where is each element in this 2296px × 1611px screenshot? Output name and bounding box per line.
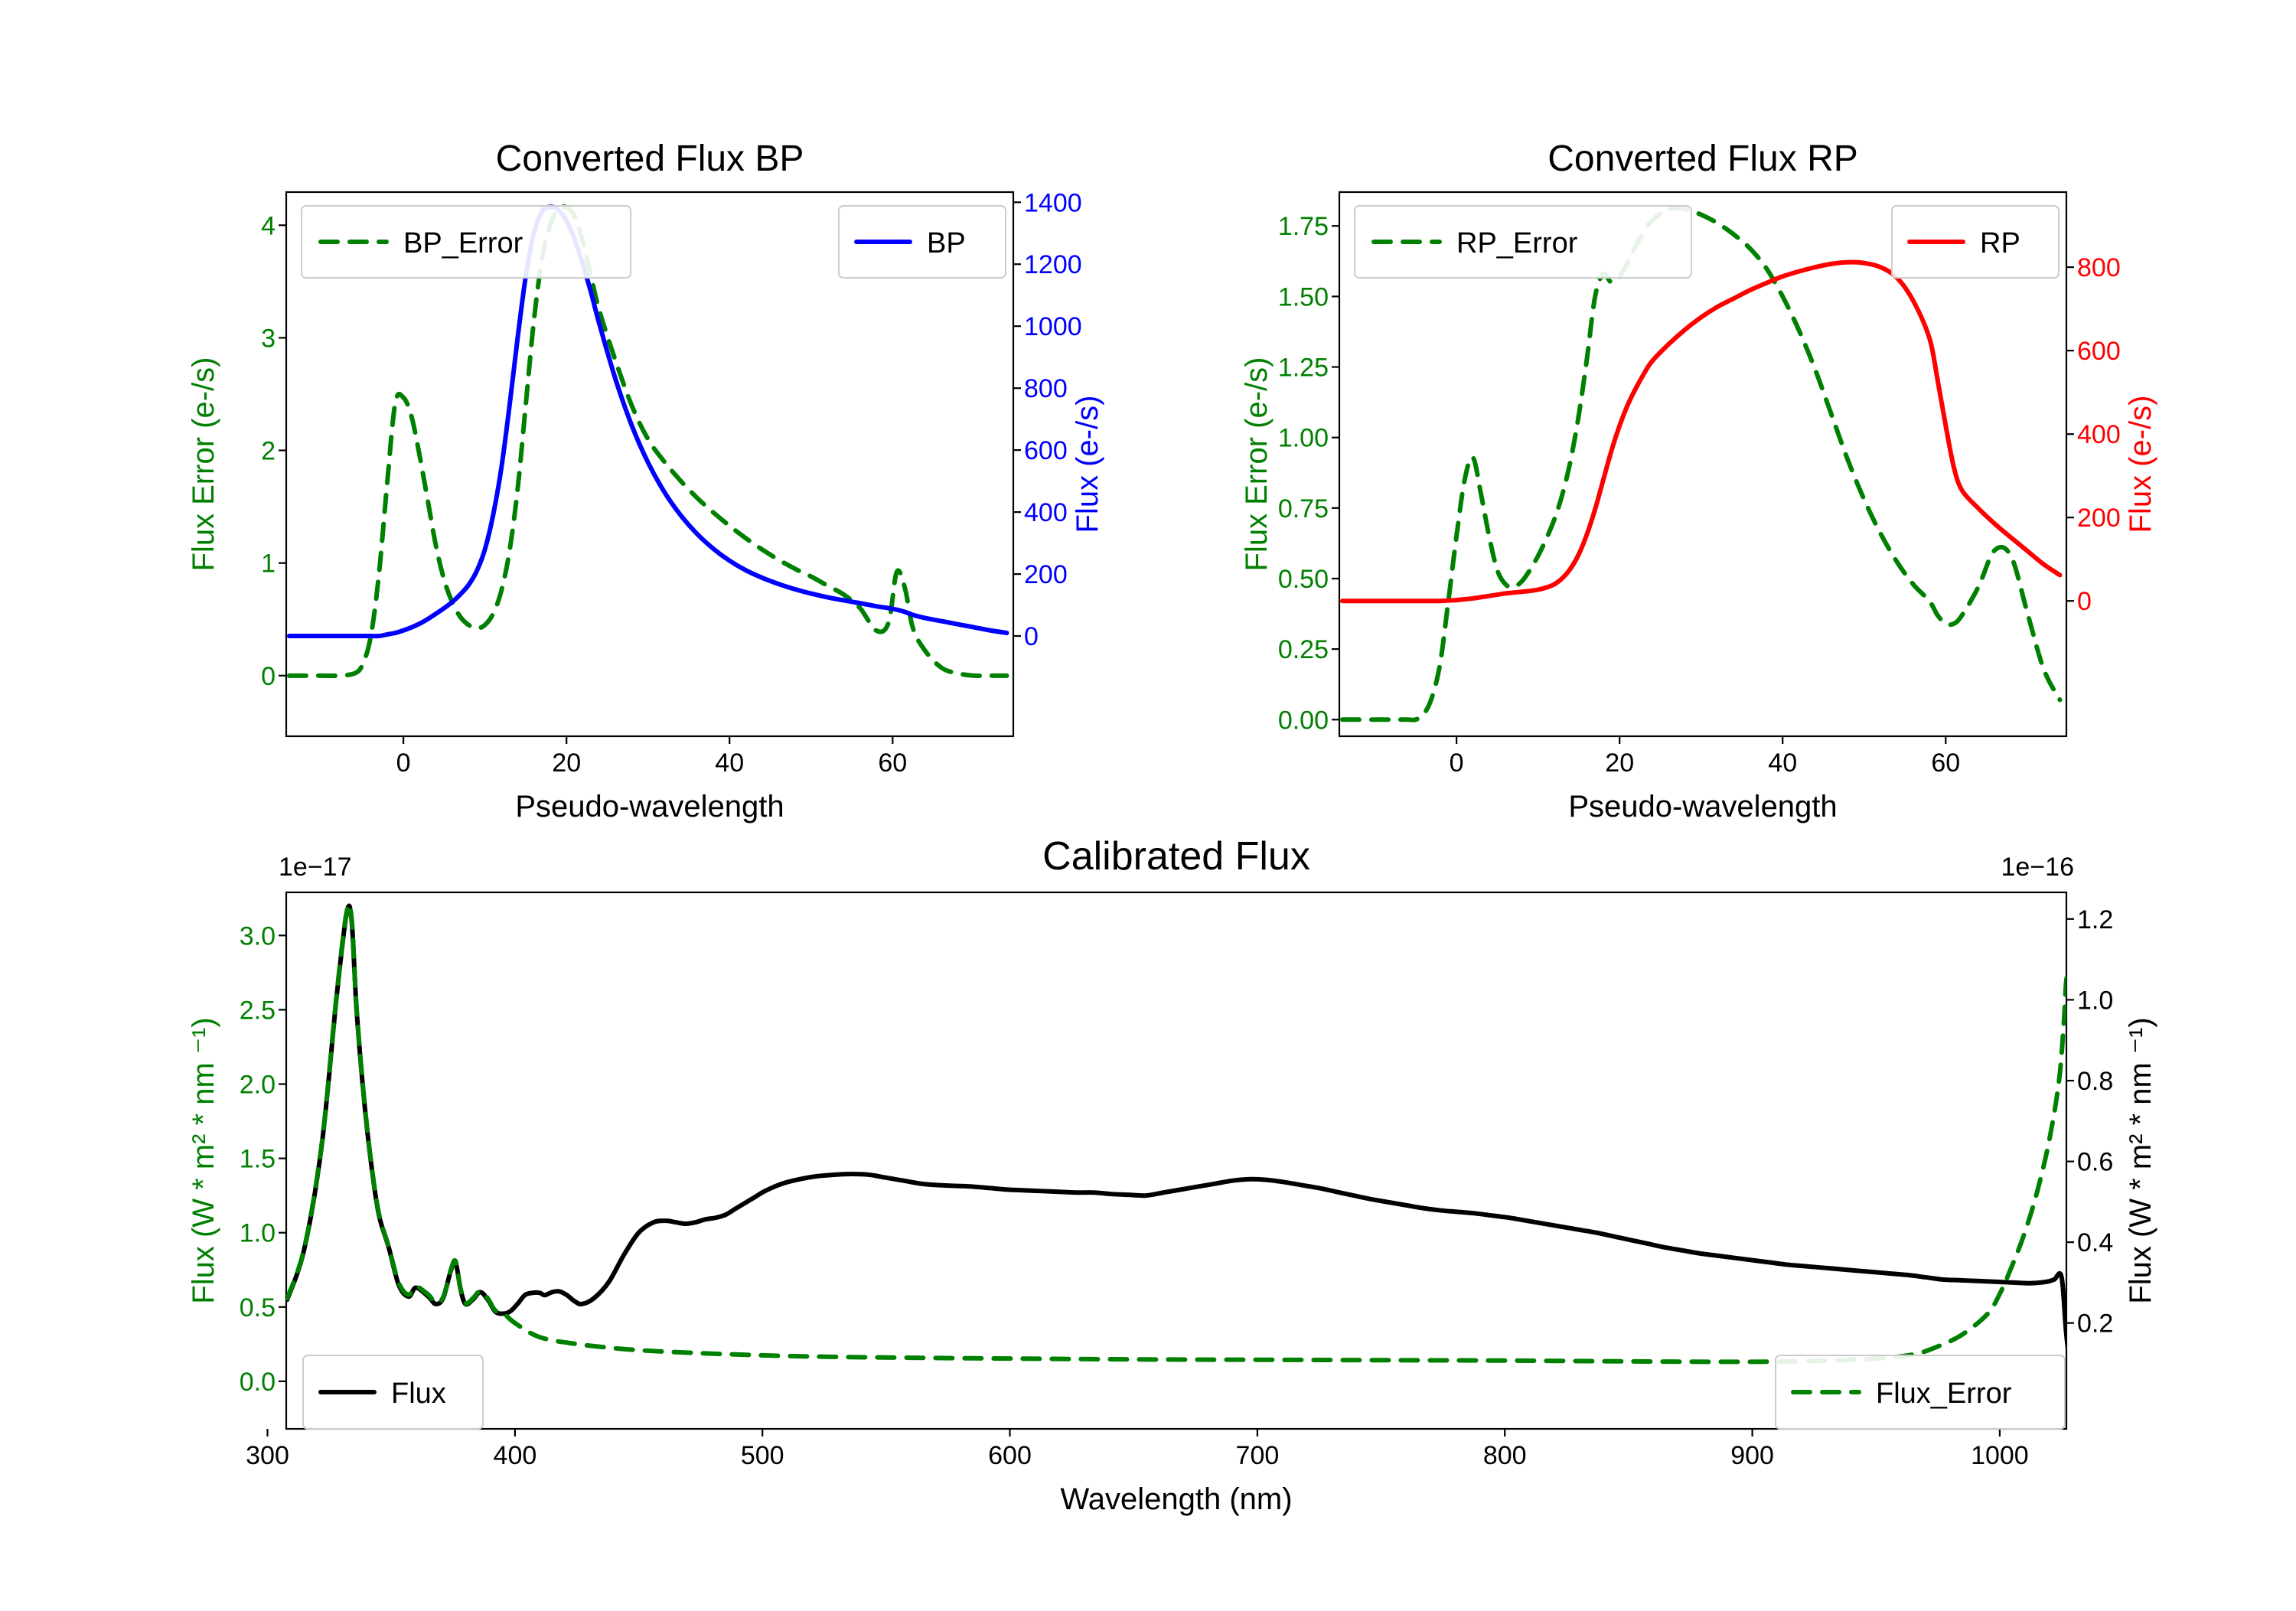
svg-text:1e−16: 1e−16 [2001, 853, 2075, 882]
svg-text:0.6: 0.6 [2077, 1148, 2113, 1177]
svg-text:1.0: 1.0 [240, 1219, 276, 1248]
svg-text:40: 40 [1768, 748, 1797, 778]
svg-text:Flux Error (e-/s): Flux Error (e-/s) [187, 357, 220, 572]
svg-text:0: 0 [396, 748, 411, 778]
svg-text:20: 20 [552, 748, 581, 778]
svg-text:Converted Flux BP: Converted Flux BP [496, 139, 804, 179]
svg-text:600: 600 [988, 1441, 1032, 1470]
svg-text:Converted Flux RP: Converted Flux RP [1548, 139, 1858, 179]
svg-text:500: 500 [741, 1441, 784, 1470]
svg-text:4: 4 [261, 211, 276, 240]
svg-text:0.8: 0.8 [2077, 1067, 2113, 1096]
svg-text:1: 1 [261, 550, 276, 579]
svg-text:700: 700 [1236, 1441, 1280, 1470]
svg-text:400: 400 [1024, 498, 1068, 527]
svg-text:400: 400 [2077, 420, 2121, 449]
svg-text:Calibrated Flux: Calibrated Flux [1042, 834, 1310, 879]
svg-text:BP: BP [927, 227, 966, 259]
svg-text:0.00: 0.00 [1278, 706, 1329, 735]
svg-text:1200: 1200 [1024, 250, 1082, 279]
svg-text:1000: 1000 [1024, 312, 1082, 341]
svg-text:Flux (e-/s): Flux (e-/s) [1071, 396, 1104, 533]
svg-text:0.4: 0.4 [2077, 1228, 2113, 1257]
svg-text:Flux (W * m² * nm ⁻¹): Flux (W * m² * nm ⁻¹) [187, 1017, 220, 1303]
svg-text:2.5: 2.5 [240, 996, 276, 1025]
svg-text:0.25: 0.25 [1278, 635, 1329, 664]
svg-text:Flux (W * m² * nm ⁻¹): Flux (W * m² * nm ⁻¹) [2124, 1017, 2157, 1303]
svg-text:1.75: 1.75 [1278, 212, 1329, 241]
svg-text:1.5: 1.5 [240, 1145, 276, 1174]
svg-text:3.0: 3.0 [240, 921, 276, 951]
svg-text:Flux_Error: Flux_Error [1876, 1378, 2012, 1410]
svg-text:1.25: 1.25 [1278, 354, 1329, 383]
svg-text:600: 600 [1024, 436, 1068, 465]
svg-text:RP_Error: RP_Error [1456, 227, 1578, 259]
svg-text:1.0: 1.0 [2077, 986, 2113, 1015]
svg-text:300: 300 [246, 1441, 289, 1470]
svg-text:1.50: 1.50 [1278, 282, 1329, 311]
svg-text:40: 40 [715, 748, 744, 778]
svg-text:0.2: 0.2 [2077, 1309, 2113, 1339]
svg-text:Pseudo-wavelength: Pseudo-wavelength [515, 790, 784, 823]
svg-text:800: 800 [1483, 1441, 1527, 1470]
svg-text:800: 800 [1024, 374, 1068, 403]
svg-text:0.5: 0.5 [240, 1293, 276, 1322]
svg-text:800: 800 [2077, 253, 2121, 282]
svg-text:3: 3 [261, 324, 276, 353]
svg-text:Wavelength (nm): Wavelength (nm) [1060, 1482, 1292, 1516]
svg-text:RP: RP [1980, 227, 2020, 259]
svg-text:0: 0 [261, 662, 276, 691]
svg-text:BP_Error: BP_Error [403, 227, 523, 259]
svg-text:0: 0 [2077, 587, 2092, 616]
svg-text:1.2: 1.2 [2077, 905, 2113, 934]
svg-text:200: 200 [1024, 560, 1068, 589]
svg-text:200: 200 [2077, 504, 2121, 533]
svg-text:1.00: 1.00 [1278, 424, 1329, 453]
svg-text:20: 20 [1605, 748, 1634, 778]
svg-text:0: 0 [1024, 622, 1039, 651]
svg-text:2: 2 [261, 437, 276, 466]
svg-text:900: 900 [1730, 1441, 1774, 1470]
svg-text:1400: 1400 [1024, 188, 1082, 217]
svg-text:0.50: 0.50 [1278, 565, 1329, 594]
svg-text:0: 0 [1450, 748, 1464, 778]
svg-text:60: 60 [878, 748, 907, 778]
svg-text:400: 400 [494, 1441, 537, 1470]
svg-text:Pseudo-wavelength: Pseudo-wavelength [1568, 790, 1837, 823]
svg-text:60: 60 [1931, 748, 1960, 778]
svg-text:1000: 1000 [1971, 1441, 2029, 1470]
svg-text:Flux (e-/s): Flux (e-/s) [2124, 396, 2157, 533]
svg-text:1e−17: 1e−17 [279, 853, 352, 882]
svg-text:Flux Error (e-/s): Flux Error (e-/s) [1240, 357, 1274, 572]
svg-text:Flux: Flux [391, 1378, 446, 1410]
svg-text:0.75: 0.75 [1278, 494, 1329, 523]
svg-text:0.0: 0.0 [240, 1368, 276, 1397]
svg-text:2.0: 2.0 [240, 1071, 276, 1100]
svg-text:600: 600 [2077, 337, 2121, 366]
